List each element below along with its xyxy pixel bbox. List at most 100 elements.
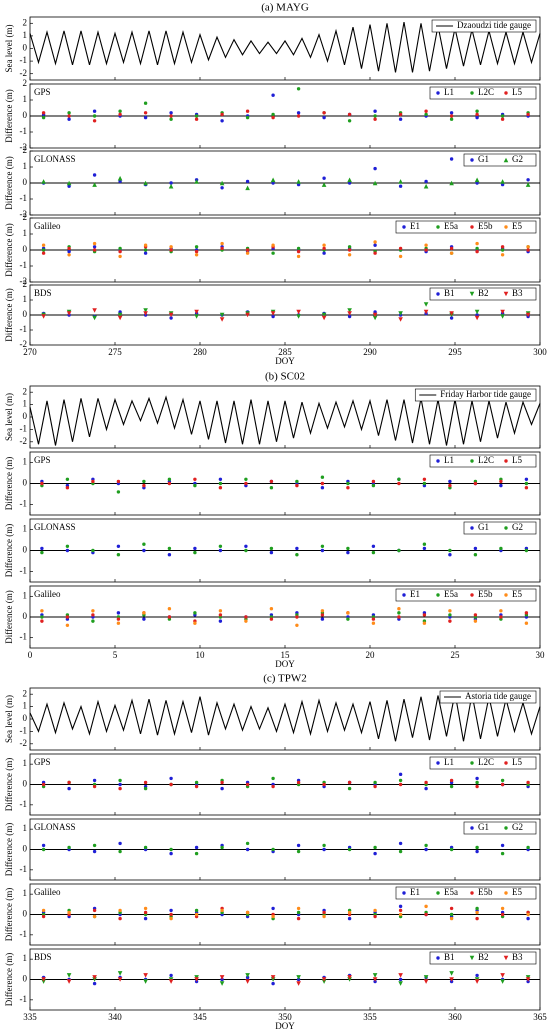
data-point <box>397 481 401 486</box>
data-point <box>194 784 199 789</box>
legend-label: E5b <box>478 221 493 231</box>
data-point <box>194 117 199 121</box>
data-point <box>244 619 248 623</box>
data-point <box>194 114 199 118</box>
data-point <box>143 101 148 105</box>
y-tick-label: -2 <box>20 276 28 286</box>
legend-marker <box>470 91 474 95</box>
data-point <box>398 311 403 316</box>
data-point <box>92 248 97 252</box>
data-point <box>322 847 326 852</box>
data-point <box>92 849 97 854</box>
legend-marker <box>503 955 509 961</box>
data-point <box>245 251 250 255</box>
data-point <box>245 910 250 915</box>
data-point <box>397 615 401 619</box>
data-point <box>296 309 301 315</box>
y-tick-label: 0 <box>23 909 28 919</box>
data-point <box>373 851 377 856</box>
data-point <box>371 617 376 621</box>
data-point <box>245 841 250 846</box>
data-point <box>449 180 454 186</box>
data-point <box>296 87 301 91</box>
y-tick-label: -1 <box>20 324 28 334</box>
data-point <box>118 782 122 787</box>
data-point <box>322 910 326 915</box>
data-point <box>168 979 174 984</box>
legend-label: E5 <box>512 887 522 897</box>
data-point <box>398 904 403 909</box>
data-point <box>41 908 46 913</box>
data-point <box>475 973 479 978</box>
data-point <box>526 245 530 249</box>
data-point <box>169 916 173 921</box>
y-axis-label: Difference (m) <box>4 89 14 143</box>
x-tick-label: 345 <box>193 1012 207 1022</box>
data-point <box>194 977 199 982</box>
data-point <box>41 111 46 115</box>
data-point <box>474 309 480 315</box>
data-point <box>67 184 71 188</box>
legend-label: Friday Harbor tide gauge <box>440 389 531 399</box>
data-point <box>524 486 529 490</box>
data-point <box>424 112 428 117</box>
data-point <box>320 544 325 548</box>
y-tick-label: -2 <box>20 339 28 349</box>
data-point <box>271 181 275 185</box>
legend-marker <box>470 891 474 895</box>
data-point <box>347 119 352 123</box>
data-point <box>449 977 454 982</box>
data-point <box>65 548 70 553</box>
data-point <box>347 780 352 785</box>
data-point <box>41 115 46 120</box>
data-point <box>193 477 197 481</box>
data-point <box>143 845 148 850</box>
data-point <box>143 243 148 247</box>
data-point <box>271 93 275 97</box>
data-point <box>41 314 46 319</box>
data-point <box>296 843 301 848</box>
data-point <box>194 309 199 315</box>
data-point <box>244 477 248 481</box>
data-point <box>269 607 274 611</box>
data-point <box>245 312 250 318</box>
data-point <box>220 780 224 785</box>
data-point <box>347 786 352 791</box>
data-point <box>143 906 148 911</box>
data-point <box>322 246 326 251</box>
data-point <box>526 845 530 850</box>
data-point <box>218 613 223 617</box>
legend-label: E5 <box>512 589 522 599</box>
data-point <box>500 906 505 911</box>
data-point <box>169 245 173 249</box>
data-point <box>525 977 531 982</box>
legend-marker <box>436 91 440 95</box>
data-point <box>65 544 70 548</box>
data-point <box>372 315 378 321</box>
data-point <box>193 483 197 488</box>
panel-label: GLONASS <box>34 154 76 164</box>
legend-label: E1 <box>410 887 420 897</box>
panel-label: Galileo <box>34 589 61 599</box>
legend-label: E5b <box>478 887 493 897</box>
y-tick-label: 0 <box>23 177 28 187</box>
data-point <box>91 613 95 617</box>
y-axis-label: Difference (m) <box>4 823 14 877</box>
data-point <box>373 117 377 121</box>
data-point <box>422 546 427 551</box>
data-point <box>40 546 44 551</box>
data-point <box>194 249 199 254</box>
data-point <box>219 975 225 980</box>
data-point <box>475 849 479 854</box>
data-point <box>271 776 275 781</box>
data-point <box>118 849 122 854</box>
data-point <box>245 185 250 191</box>
data-point <box>499 546 503 551</box>
data-point <box>66 180 72 186</box>
y-axis-label: Difference (m) <box>4 288 14 342</box>
legend-marker <box>470 593 474 597</box>
data-point <box>373 784 377 789</box>
y-tick-label: -1 <box>20 260 28 270</box>
data-point <box>524 621 529 625</box>
data-point <box>296 314 301 319</box>
